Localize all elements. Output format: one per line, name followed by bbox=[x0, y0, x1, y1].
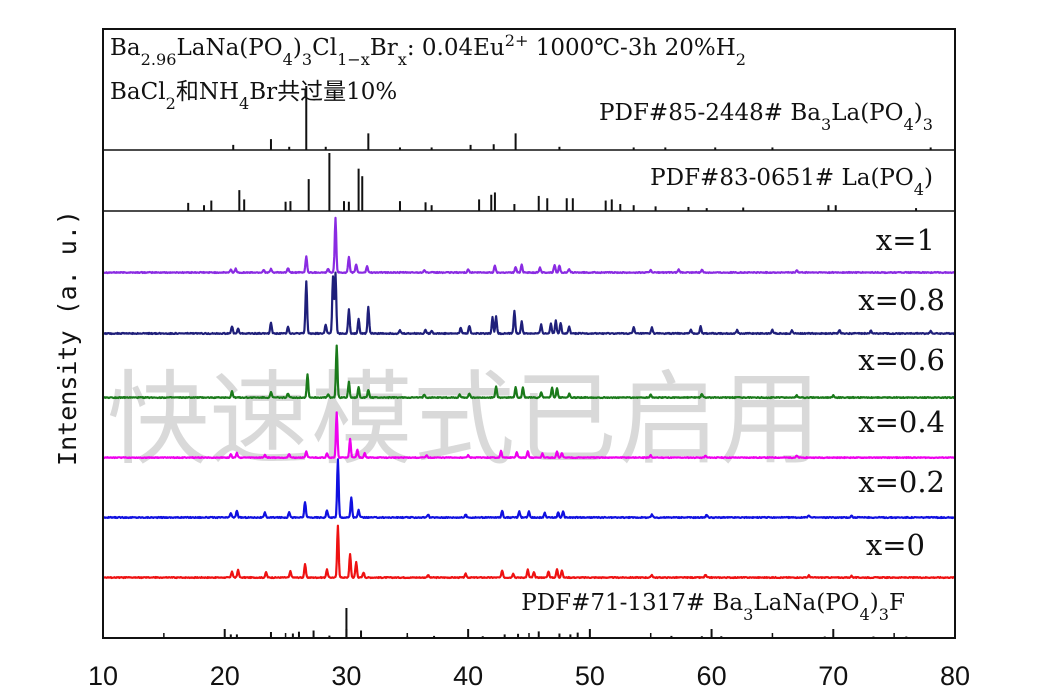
series-line bbox=[102, 216, 956, 275]
x-tick-label: 80 bbox=[940, 661, 970, 691]
series-x-0-2 bbox=[102, 458, 956, 520]
watermark-text: 快速模式已启用 bbox=[107, 361, 821, 480]
series-x-1 bbox=[102, 216, 956, 275]
annotation-flux: BaCl2和NH4Br共过量10% bbox=[110, 79, 397, 113]
x-tick-label: 70 bbox=[818, 661, 848, 691]
series-x-0-8 bbox=[102, 271, 956, 336]
reference-pattern-pdf-85-2448-ba3la-po4-3 bbox=[103, 86, 955, 151]
series-x-0-4 bbox=[102, 411, 956, 460]
reference-pattern-pdf-83-0651-la-po4 bbox=[103, 153, 955, 212]
series-line bbox=[102, 411, 956, 460]
reference-label-pdf-85-2448-ba3la-po4-3: PDF#85-2448# Ba3La(PO4)3 bbox=[599, 100, 933, 134]
series-x-0-6 bbox=[102, 344, 956, 400]
series-line bbox=[102, 458, 956, 520]
x-tick-label: 60 bbox=[697, 661, 727, 691]
series-label-x-0: x=0 bbox=[866, 528, 925, 562]
series-line bbox=[102, 524, 956, 580]
x-tick-label: 30 bbox=[331, 661, 361, 691]
reference-label-pdf-83-0651-la-po4: PDF#83-0651# La(PO4) bbox=[650, 165, 933, 199]
x-tick-label: 10 bbox=[88, 661, 118, 691]
series-line bbox=[102, 271, 956, 336]
series-x-0 bbox=[102, 524, 956, 580]
x-tick-label: 50 bbox=[575, 661, 605, 691]
series-label-x-0-4: x=0.4 bbox=[858, 405, 945, 439]
series-label-x-0-2: x=0.2 bbox=[858, 465, 945, 499]
series-line bbox=[102, 344, 956, 400]
x-tick-label: 40 bbox=[453, 661, 483, 691]
x-tick-label: 20 bbox=[210, 661, 240, 691]
series-label-x-0-8: x=0.8 bbox=[858, 283, 945, 317]
reference-label-pdf-71-1317-ba3lana-po4-3f: PDF#71-1317# Ba3LaNa(PO4)3F bbox=[521, 590, 905, 624]
series-label-x-1: x=1 bbox=[876, 223, 935, 257]
y-axis-label: Intensity (a. u.) bbox=[53, 210, 82, 466]
annotation-sample-composition: Ba2.96LaNa(PO4)3Cl1−xBrx: 0.04Eu2+ 1000℃… bbox=[110, 31, 746, 69]
series-label-x-0-6: x=0.6 bbox=[858, 343, 945, 377]
